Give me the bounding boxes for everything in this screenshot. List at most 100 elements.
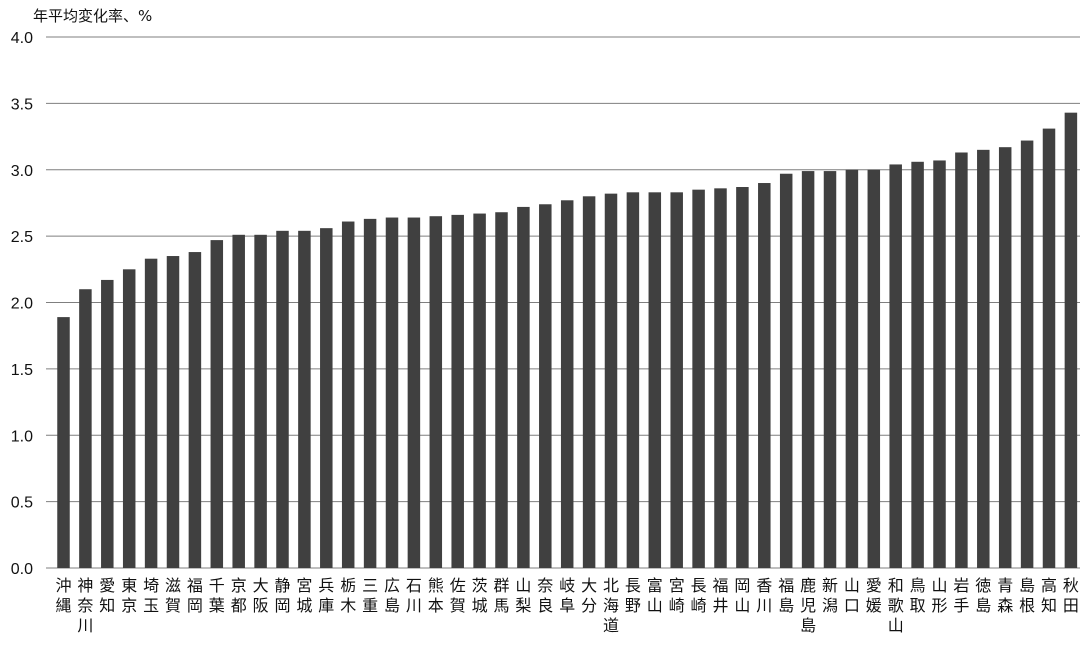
bar bbox=[363, 218, 377, 568]
bars bbox=[57, 112, 1078, 569]
x-tick-label: 宮城 bbox=[296, 576, 312, 615]
y-tick-label: 1.5 bbox=[11, 362, 33, 379]
y-tick-label: 4.0 bbox=[11, 30, 33, 47]
x-tick-label: 三重 bbox=[362, 576, 378, 615]
bar bbox=[188, 252, 202, 568]
bar bbox=[845, 169, 859, 568]
bar bbox=[79, 289, 92, 568]
x-tick-label: 大分 bbox=[581, 576, 597, 615]
y-tick-label: 2.0 bbox=[11, 296, 33, 313]
x-tick-label: 山形 bbox=[931, 576, 947, 615]
x-tick-label: 群馬 bbox=[493, 576, 509, 615]
x-tick-label: 北海道 bbox=[603, 576, 619, 635]
x-tick-label: 東京 bbox=[121, 576, 137, 615]
x-tick-label: 沖縄 bbox=[55, 576, 71, 615]
y-tick-label: 3.5 bbox=[11, 96, 33, 113]
bar bbox=[1020, 140, 1034, 569]
y-axis-label: 年平均変化率、% bbox=[33, 7, 152, 25]
bar bbox=[254, 234, 267, 569]
bar bbox=[385, 217, 399, 569]
x-tick-label: 福岡 bbox=[187, 576, 203, 615]
bar bbox=[977, 149, 990, 568]
bar bbox=[495, 212, 508, 569]
bar bbox=[998, 147, 1012, 568]
x-tick-label: 熊本 bbox=[428, 576, 444, 615]
x-tick-label: 長野 bbox=[625, 576, 641, 615]
x-tick-label: 滋賀 bbox=[165, 576, 181, 615]
x-tick-label: 新潟 bbox=[822, 576, 838, 615]
x-tick-label: 長崎 bbox=[691, 576, 707, 615]
bar bbox=[714, 188, 727, 568]
bar bbox=[1042, 128, 1056, 568]
x-tick-label: 大阪 bbox=[253, 576, 269, 615]
bar bbox=[122, 269, 136, 568]
x-tick-label: 秋田 bbox=[1063, 576, 1079, 615]
bar bbox=[801, 171, 815, 568]
x-tick-label: 鹿児島 bbox=[800, 576, 816, 635]
x-tick-label: 佐賀 bbox=[450, 576, 466, 615]
bar bbox=[823, 171, 837, 568]
x-tick-label: 千葉 bbox=[209, 576, 225, 615]
x-tick-label: 京都 bbox=[231, 576, 247, 615]
x-tick-label: 兵庫 bbox=[318, 576, 334, 615]
y-tick-label: 2.5 bbox=[11, 229, 33, 246]
x-tick-label: 福井 bbox=[712, 576, 728, 615]
bar bbox=[779, 173, 793, 569]
x-tick-label: 広島 bbox=[384, 576, 400, 615]
x-tick-label: 福島 bbox=[778, 576, 794, 615]
x-tick-label: 島根 bbox=[1019, 576, 1035, 615]
x-tick-label: 愛媛 bbox=[866, 576, 882, 615]
bar bbox=[626, 192, 640, 568]
x-tick-label: 岡山 bbox=[734, 576, 750, 615]
bar bbox=[736, 187, 749, 568]
bar bbox=[298, 230, 311, 568]
bar bbox=[320, 228, 333, 568]
x-tick-label: 高知 bbox=[1041, 576, 1057, 615]
x-tick-label: 青森 bbox=[997, 576, 1013, 615]
x-tick-label: 栃木 bbox=[340, 576, 356, 615]
y-tick-labels: 0.0 0.5 1.0 1.5 2.0 2.5 3.0 3.5 4.0 bbox=[11, 30, 33, 578]
bar bbox=[101, 279, 114, 568]
bar bbox=[473, 213, 486, 568]
x-tick-label: 香川 bbox=[756, 576, 772, 615]
bar bbox=[911, 161, 924, 568]
x-tick-label: 山口 bbox=[844, 576, 860, 615]
bar bbox=[210, 240, 224, 569]
x-tick-label: 富山 bbox=[647, 576, 663, 615]
bar bbox=[670, 192, 683, 568]
x-tick-label: 石川 bbox=[406, 576, 422, 615]
bar bbox=[517, 206, 530, 569]
bar bbox=[451, 214, 464, 568]
x-tick-label: 奈良 bbox=[537, 576, 553, 615]
bar bbox=[144, 258, 158, 568]
x-tick-label: 茨城 bbox=[472, 576, 488, 615]
bar bbox=[407, 217, 421, 569]
x-tick-label: 徳島 bbox=[975, 576, 991, 615]
bar bbox=[232, 234, 245, 569]
y-tick-label: 1.0 bbox=[11, 428, 33, 445]
x-tick-label: 鳥取 bbox=[910, 576, 926, 615]
bar bbox=[933, 160, 946, 568]
bar bbox=[539, 204, 552, 568]
y-tick-label: 3.0 bbox=[11, 163, 33, 180]
bar bbox=[867, 169, 881, 568]
bar bbox=[582, 196, 596, 569]
y-tick-label: 0.0 bbox=[11, 561, 33, 578]
x-tick-label: 山梨 bbox=[515, 576, 531, 615]
x-tick-labels: 沖縄神奈川愛知東京埼玉滋賀福岡千葉京都大阪静岡宮城兵庫栃木三重広島石川熊本佐賀茨… bbox=[55, 576, 1078, 635]
x-tick-label: 宮崎 bbox=[669, 576, 685, 615]
x-tick-label: 岐阜 bbox=[559, 576, 575, 615]
x-tick-label: 静岡 bbox=[274, 576, 290, 615]
y-tick-label: 0.5 bbox=[11, 495, 33, 512]
x-tick-label: 岩手 bbox=[953, 576, 969, 615]
x-tick-label: 和歌山 bbox=[888, 576, 904, 635]
bar bbox=[955, 152, 968, 568]
bar bbox=[57, 317, 70, 568]
bar bbox=[758, 183, 771, 568]
bar bbox=[560, 200, 574, 568]
bar bbox=[648, 192, 662, 568]
bar bbox=[692, 189, 705, 568]
bar bbox=[276, 230, 289, 568]
x-tick-label: 神奈川 bbox=[77, 576, 93, 635]
